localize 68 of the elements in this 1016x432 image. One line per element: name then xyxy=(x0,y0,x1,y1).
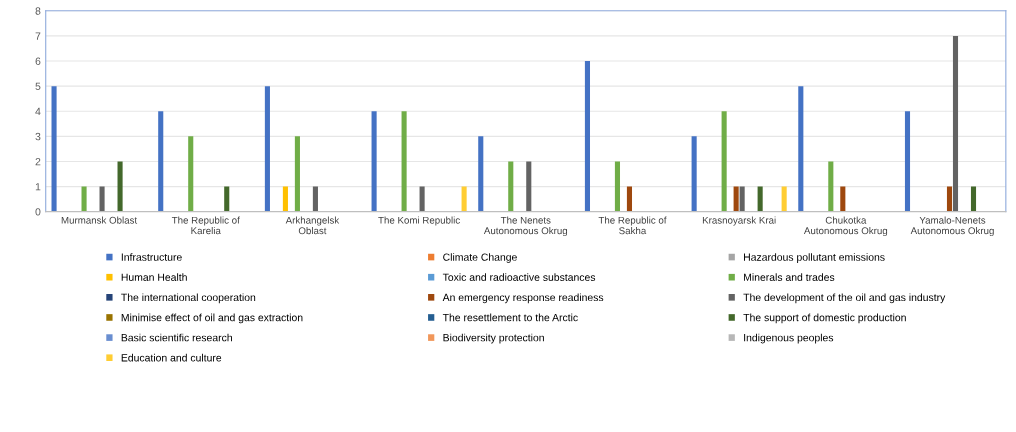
legend-label: Minerals and trades xyxy=(744,273,835,281)
legend-label: Hazardous pollutant emissions xyxy=(744,253,885,263)
x-tick-label: Murmansk Oblast xyxy=(61,216,138,224)
legend-label: Indigenous peoples xyxy=(744,333,834,344)
x-tick-label: The Republic of Sakha xyxy=(598,216,667,235)
bar xyxy=(461,186,467,212)
y-tick-label: 5 xyxy=(35,82,41,91)
bar xyxy=(584,61,590,212)
bar xyxy=(508,161,514,212)
bar xyxy=(733,186,739,212)
legend-label: The international cooperation xyxy=(121,293,256,304)
x-tick-label: Yamalo-Nenets Autonomous Okrug xyxy=(910,216,994,237)
bar xyxy=(478,136,484,212)
legend-label: Infrastructure xyxy=(121,253,182,261)
bar xyxy=(757,186,763,212)
y-tick-label: 1 xyxy=(35,183,41,191)
legend-label: Human Health xyxy=(121,273,187,281)
y-tick-label: 7 xyxy=(35,32,41,40)
legend-label: An emergency response readiness xyxy=(442,293,604,304)
bar xyxy=(798,86,804,212)
bar xyxy=(264,86,270,212)
bar xyxy=(904,111,911,212)
y-tick-label: 0 xyxy=(35,208,41,216)
bar xyxy=(721,111,727,212)
y-tick-label: 2 xyxy=(35,157,41,166)
bar xyxy=(99,186,105,212)
x-tick-label: Krasnoyarsk Krai xyxy=(702,216,776,226)
bar xyxy=(526,161,532,212)
bar xyxy=(970,186,977,212)
legend-label: Biodiversity protection xyxy=(443,333,544,344)
y-tick-label: 3 xyxy=(35,132,41,141)
legend-label: The resettlement to the Arctic xyxy=(442,313,578,322)
bar xyxy=(282,186,288,212)
bar xyxy=(614,161,621,212)
legend-label: Toxic and radioactive substances xyxy=(442,273,596,281)
bar xyxy=(626,186,633,212)
legend-label: Education and culture xyxy=(121,353,222,362)
y-tick-label: 8 xyxy=(35,7,41,15)
y-tick-label: 6 xyxy=(35,57,41,65)
bar xyxy=(840,186,846,212)
legend-label: Climate Change xyxy=(443,253,517,263)
bar xyxy=(946,186,953,212)
bar xyxy=(188,136,194,212)
legend-label: The support of domestic production xyxy=(743,313,906,324)
legend-label: The development of the oil and gas industry xyxy=(743,293,946,304)
x-tick-label: Arkhangelsk Oblast xyxy=(285,216,340,235)
x-tick-label: The Komi Republic xyxy=(378,216,460,226)
bar xyxy=(371,111,377,212)
x-tick-label: The Nenets Autonomous Okrug xyxy=(483,216,568,237)
legend-label: Minimise effect of oil and gas extraction xyxy=(121,313,303,324)
bar xyxy=(158,111,164,212)
bar xyxy=(691,136,697,212)
y-tick-label: 4 xyxy=(35,107,41,116)
bar xyxy=(828,161,834,212)
bar xyxy=(952,35,959,212)
x-tick-label: Chukotka Autonomous Okrug xyxy=(803,216,888,237)
bar xyxy=(739,186,745,212)
bar xyxy=(419,186,425,212)
bar xyxy=(401,111,407,212)
bar xyxy=(117,161,123,212)
bar xyxy=(81,186,87,212)
bar xyxy=(312,186,318,212)
bar xyxy=(781,186,787,212)
bar xyxy=(51,86,57,212)
bar xyxy=(294,136,300,212)
bar xyxy=(224,186,230,212)
x-tick-label: The Republic of Karelia xyxy=(171,216,240,235)
legend-label: Basic scientific research xyxy=(121,333,232,342)
